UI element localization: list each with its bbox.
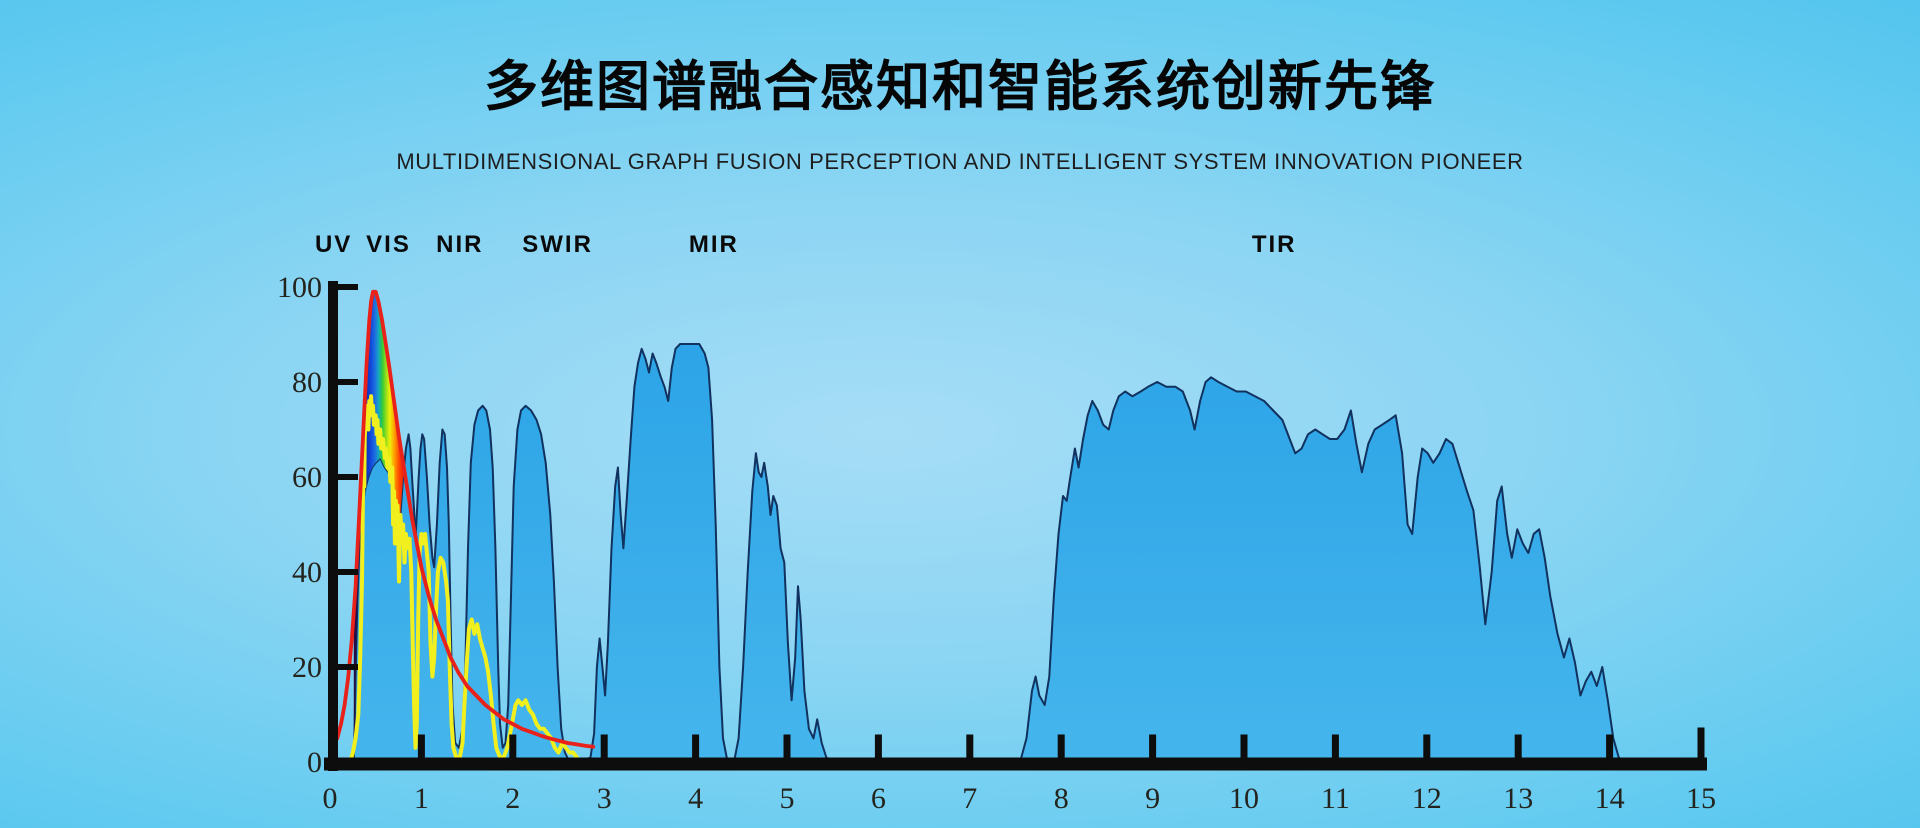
y-tick-label: 0 xyxy=(307,746,322,779)
transmission-area-series xyxy=(352,343,1625,763)
x-tick-label: 3 xyxy=(597,782,612,815)
y-tick xyxy=(336,284,358,290)
x-tick xyxy=(509,734,517,762)
x-tick-label: 10 xyxy=(1229,782,1259,815)
band-label-nir: NIR xyxy=(436,231,483,258)
x-tick xyxy=(1606,734,1614,762)
x-axis-line xyxy=(324,757,1707,771)
x-tick-label: 13 xyxy=(1503,782,1533,815)
x-tick-label: 14 xyxy=(1595,782,1625,815)
x-tick xyxy=(1057,734,1065,762)
spectral-band-labels: UV VIS NIR SWIR MIR TIR xyxy=(315,231,1297,258)
x-tick-label: 11 xyxy=(1321,782,1350,815)
y-tick-label: 60 xyxy=(292,461,322,494)
x-tick-label: 0 xyxy=(323,782,338,815)
page-subtitle: MULTIDIMENSIONAL GRAPH FUSION PERCEPTION… xyxy=(396,149,1524,174)
y-tick xyxy=(336,664,358,670)
y-tick-label: 20 xyxy=(292,651,322,684)
x-tick xyxy=(1240,734,1248,762)
page-title: 多维图谱融合感知和智能系统创新先锋 xyxy=(484,57,1436,117)
x-tick xyxy=(1423,734,1431,762)
band-label-swir: SWIR xyxy=(522,231,593,258)
band-label-tir: TIR xyxy=(1252,231,1297,258)
x-tick-label: 8 xyxy=(1054,782,1069,815)
y-tick xyxy=(336,379,358,385)
band-label-vis: VIS xyxy=(366,231,411,258)
x-tick xyxy=(600,734,608,762)
y-tick-label: 100 xyxy=(277,271,322,304)
y-tick xyxy=(336,569,358,575)
x-tick-label: 5 xyxy=(780,782,795,815)
x-tick-label: 6 xyxy=(871,782,886,815)
blackbody-curve xyxy=(335,289,596,749)
x-tick xyxy=(783,734,791,762)
y-tick-label: 40 xyxy=(292,556,322,589)
transmission-area-path xyxy=(352,343,1625,763)
x-tick-label: 4 xyxy=(688,782,703,815)
x-tick-label: 2 xyxy=(505,782,520,815)
band-label-mir: MIR xyxy=(689,231,739,258)
band-label-uv: UV xyxy=(315,231,352,258)
x-tick xyxy=(966,734,974,762)
x-tick-label: 12 xyxy=(1412,782,1442,815)
x-tick-label: 9 xyxy=(1145,782,1160,815)
x-tick-label: 15 xyxy=(1686,782,1716,815)
x-tick-label: 7 xyxy=(962,782,977,815)
x-tick xyxy=(874,734,882,762)
y-axis-line xyxy=(328,281,338,771)
y-tick xyxy=(336,474,358,480)
blackbody-path xyxy=(335,289,596,749)
x-tick xyxy=(692,734,700,762)
x-tick xyxy=(417,734,425,762)
x-tick xyxy=(1149,734,1157,762)
x-tick xyxy=(1331,734,1339,762)
x-tick xyxy=(1697,727,1705,762)
x-tick xyxy=(1514,734,1522,762)
x-tick-label: 1 xyxy=(414,782,429,815)
y-tick-label: 80 xyxy=(292,366,322,399)
